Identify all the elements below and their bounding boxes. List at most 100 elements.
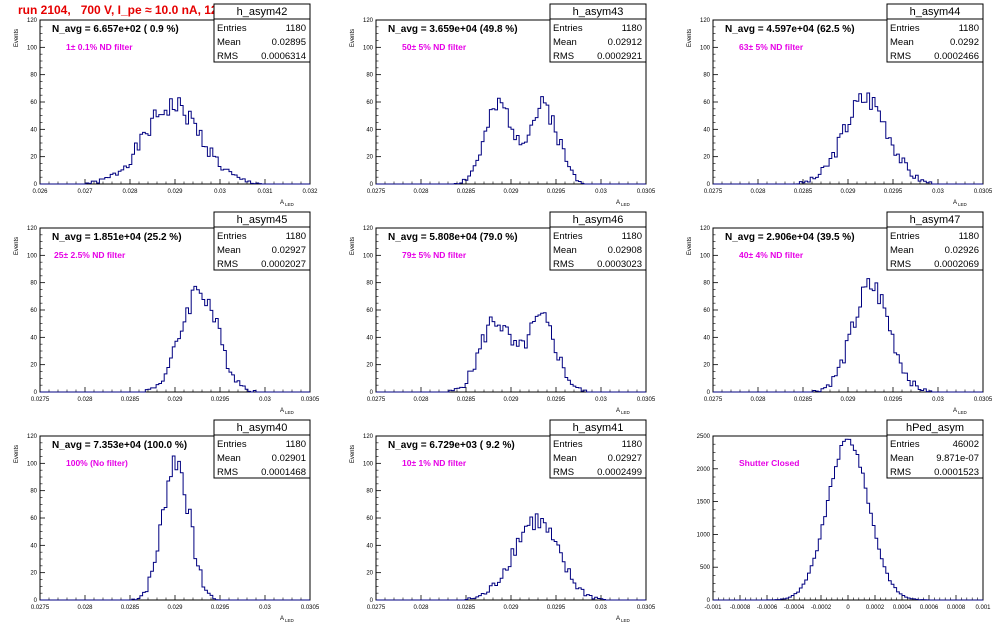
stats-value: 0.02908	[608, 245, 642, 256]
y-tick-label: 20	[366, 363, 373, 369]
stats-label: RMS	[890, 467, 911, 478]
x-tick-label: 0.0295	[211, 397, 230, 403]
x-tick-label: 0.0275	[367, 189, 386, 195]
navg-label: N_avg = 4.597e+04 (62.5 %)	[725, 24, 855, 35]
stats-box	[549, 211, 647, 271]
histogram-series	[40, 97, 310, 185]
stats-label: Mean	[890, 37, 914, 48]
filter-annotation: 50± 5% ND filter	[402, 42, 467, 52]
histogram-series	[376, 513, 646, 601]
stats-label: Entries	[217, 23, 247, 34]
stats-label: Mean	[553, 37, 577, 48]
x-tick-label: 0.028	[413, 397, 429, 403]
stats-box	[886, 3, 984, 63]
stats-label: Entries	[890, 439, 920, 450]
navg-label: N_avg = 3.659e+04 (49.8 %)	[388, 24, 518, 35]
y-tick-label: 100	[27, 461, 38, 467]
y-tick-label: 60	[703, 100, 710, 106]
y-tick-label: 80	[366, 73, 373, 79]
x-tick-label: 0.03	[595, 189, 607, 195]
histogram-name: h_asym40	[237, 422, 288, 434]
x-tick-label: 0.0285	[121, 397, 140, 403]
y-tick-label: 120	[363, 18, 374, 24]
x-tick-label: 0.001	[975, 605, 991, 611]
y-tick-label: 120	[27, 434, 38, 440]
y-tick-label: 80	[703, 73, 710, 79]
stats-value: 0.0001468	[261, 467, 306, 478]
stats-value: 1180	[622, 439, 642, 450]
stats-label: RMS	[553, 259, 574, 270]
panel-hPed_asym: -0.001 -0.0008 -0.0006 -0.0004 -0.0002 0 0.000…	[697, 419, 991, 611]
histogram-name: h_asym45	[237, 214, 288, 226]
stats-label: Mean	[890, 245, 914, 256]
y-tick-label: 20	[703, 155, 710, 161]
y-tick-label: 120	[363, 226, 374, 232]
y-axis-label: Events	[14, 445, 20, 463]
filter-annotation: 1± 0.1% ND filter	[66, 42, 133, 52]
y-tick-label: 0	[34, 390, 38, 396]
x-axis-label: ALED	[953, 408, 968, 415]
x-tick-label: -0.0004	[784, 605, 805, 611]
y-tick-label: 20	[366, 571, 373, 577]
y-tick-label: 80	[703, 281, 710, 287]
stats-value: 0.02927	[272, 245, 306, 256]
filter-annotation: 40± 4% ND filter	[739, 250, 804, 260]
stats-label: RMS	[217, 51, 238, 62]
y-tick-label: 0	[370, 390, 374, 396]
x-tick-label: 0.027	[77, 189, 93, 195]
stats-value: 1180	[622, 23, 642, 34]
stats-value: 9.871e-07	[936, 453, 979, 464]
stats-label: Entries	[217, 231, 247, 242]
filter-annotation: Shutter Closed	[739, 458, 799, 468]
filter-annotation: 63± 5% ND filter	[739, 42, 804, 52]
stats-box	[213, 211, 311, 271]
y-axis-label: Events	[350, 29, 356, 47]
panel-h_asym46: 0.0275 0.028 0.0285 0.029 0.0295 0.03 0.0305 0 2…	[350, 211, 656, 415]
y-tick-label: 120	[363, 434, 374, 440]
x-tick-label: 0.03	[214, 189, 226, 195]
stats-box	[886, 419, 984, 479]
x-tick-label: 0.03	[932, 189, 944, 195]
stats-label: RMS	[890, 259, 911, 270]
y-axis-label: Events	[350, 445, 356, 463]
x-axis-label: ALED	[280, 616, 295, 622]
stats-value: 0.02927	[608, 453, 642, 464]
stats-value: 1180	[286, 23, 306, 34]
panel-h_asym43: 0.0275 0.028 0.0285 0.029 0.0295 0.03 0.0305 0 2…	[350, 3, 656, 207]
y-tick-label: 80	[30, 489, 37, 495]
stats-value: 0.0002466	[934, 51, 979, 62]
histogram-series	[376, 312, 646, 393]
y-tick-label: 0	[34, 598, 38, 604]
x-tick-label: 0.0305	[637, 189, 656, 195]
stats-box	[549, 419, 647, 479]
y-tick-label: 100	[700, 45, 711, 51]
y-tick-label: 120	[27, 226, 38, 232]
histogram-series	[713, 278, 983, 393]
navg-label: N_avg = 5.808e+04 (79.0 %)	[388, 232, 518, 243]
x-tick-label: 0.0275	[367, 397, 386, 403]
x-tick-label: 0.029	[167, 605, 183, 611]
x-tick-label: 0.0285	[794, 189, 813, 195]
x-tick-label: 0.0305	[974, 189, 993, 195]
y-tick-label: 80	[30, 281, 37, 287]
x-tick-label: 0.028	[413, 189, 429, 195]
x-tick-label: 0.028	[77, 605, 93, 611]
x-axis-label: ALED	[280, 200, 295, 207]
x-axis-label: ALED	[616, 200, 631, 207]
x-tick-label: 0.03	[259, 397, 271, 403]
stats-label: Mean	[553, 245, 577, 256]
x-tick-label: 0.0275	[704, 397, 723, 403]
stats-box	[213, 3, 311, 63]
stats-value: 1180	[959, 231, 979, 242]
stats-label: Mean	[553, 453, 577, 464]
y-tick-label: 40	[30, 335, 37, 341]
y-axis-label: Events	[14, 237, 20, 255]
x-tick-label: 0.0295	[547, 189, 566, 195]
filter-annotation: 79± 5% ND filter	[402, 250, 467, 260]
x-tick-label: 0.0285	[121, 605, 140, 611]
x-tick-label: 0.029	[167, 397, 183, 403]
panel-h_asym47: 0.0275 0.028 0.0285 0.029 0.0295 0.03 0.0305 0 2…	[687, 211, 993, 415]
stats-label: Mean	[217, 245, 241, 256]
x-tick-label: 0.0305	[637, 397, 656, 403]
histogram-name: hPed_asym	[906, 422, 964, 434]
